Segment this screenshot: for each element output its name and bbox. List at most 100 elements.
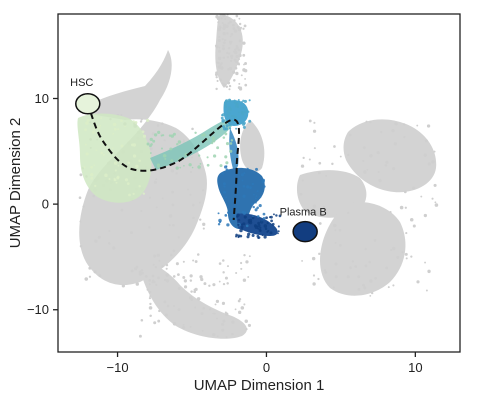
background-cell-dot bbox=[153, 321, 157, 325]
background-cell-dot bbox=[173, 305, 176, 308]
background-cell-dot bbox=[212, 333, 216, 337]
background-cell-dot bbox=[218, 35, 221, 38]
background-cell-dot bbox=[228, 84, 232, 88]
background-cell-dot bbox=[313, 147, 316, 150]
background-cell-dot bbox=[361, 283, 365, 287]
background-cell-dot bbox=[79, 220, 82, 223]
background-cell-dot bbox=[138, 334, 142, 338]
background-cell-dot bbox=[171, 190, 175, 194]
background-cell-dot bbox=[224, 18, 227, 20]
background-cell-dot bbox=[148, 306, 153, 310]
background-cell-dot bbox=[424, 139, 428, 143]
trajectory-cell-dot bbox=[138, 159, 141, 163]
trajectory-cell-dot bbox=[230, 216, 233, 220]
background-cell-dot bbox=[240, 261, 243, 265]
background-cell-dot bbox=[222, 41, 226, 45]
background-cell-dot bbox=[151, 274, 155, 278]
background-cell-dot bbox=[218, 46, 221, 49]
trajectory-cell-dot bbox=[223, 185, 226, 188]
trajectory-cell-dot bbox=[246, 235, 250, 239]
trajectory-cell-dot bbox=[252, 205, 255, 209]
background-cell-dot bbox=[226, 282, 229, 285]
background-cell-dot bbox=[190, 297, 194, 301]
background-cell-dot bbox=[362, 159, 365, 163]
background-cell-dot bbox=[165, 263, 169, 267]
trajectory-cell-dot bbox=[108, 177, 111, 181]
background-cell-dot bbox=[302, 156, 305, 159]
trajectory-cell-dot bbox=[240, 100, 243, 103]
trajectory-cell-dot bbox=[150, 143, 153, 146]
trajectory-cell-dot bbox=[157, 165, 160, 169]
background-cell-dot bbox=[225, 336, 228, 339]
background-cell-dot bbox=[234, 308, 237, 311]
background-cell-dot bbox=[194, 260, 198, 263]
trajectory-cell-dot bbox=[132, 154, 137, 158]
trajectory-cell-dot bbox=[272, 213, 275, 216]
trajectory-cell-dot bbox=[128, 193, 131, 197]
background-cell-dot bbox=[202, 306, 205, 310]
trajectory-cell-dot bbox=[277, 230, 280, 233]
background-cell-dot bbox=[202, 222, 206, 226]
background-cell-dot bbox=[238, 63, 241, 66]
background-cell-dot bbox=[312, 129, 317, 133]
trajectory-cell-dot bbox=[251, 202, 254, 206]
background-cell-dot bbox=[226, 51, 229, 54]
background-cell-dot bbox=[182, 276, 186, 279]
background-cell-dot bbox=[202, 227, 205, 230]
background-cell-dot bbox=[156, 124, 160, 127]
background-cell-dot bbox=[247, 323, 252, 327]
background-cell-dot bbox=[201, 329, 204, 332]
trajectory-cell-dot bbox=[212, 154, 217, 158]
background-cell-dot bbox=[362, 146, 366, 150]
trajectory-cell-dot bbox=[126, 182, 130, 186]
background-cell-dot bbox=[177, 287, 181, 291]
background-cell-dot bbox=[347, 211, 350, 214]
background-cell-dot bbox=[222, 83, 227, 87]
background-cell-dot bbox=[371, 291, 374, 295]
background-cell-dot bbox=[120, 208, 124, 212]
background-cell-cloud-right bbox=[320, 202, 406, 296]
background-cell-dot bbox=[232, 71, 235, 74]
background-cell-dot bbox=[221, 82, 224, 85]
trajectory-cell-dot bbox=[263, 235, 267, 239]
background-cell-dot bbox=[78, 196, 82, 200]
background-cell-dot bbox=[222, 56, 225, 59]
background-cell-dot bbox=[221, 328, 225, 332]
trajectory-cell-dot bbox=[275, 214, 278, 217]
background-cell-dot bbox=[242, 278, 247, 282]
trajectory-cell-dot bbox=[172, 132, 176, 136]
background-cell-dot bbox=[420, 195, 423, 198]
background-cell-dot bbox=[238, 39, 242, 43]
background-cell-dot bbox=[243, 24, 247, 28]
background-cell-dot bbox=[151, 279, 155, 283]
background-cell-dot bbox=[366, 168, 369, 171]
trajectory-cell-dot bbox=[170, 134, 175, 138]
background-cell-dot bbox=[217, 49, 221, 53]
trajectory-cell-dot bbox=[266, 222, 269, 225]
background-cell-dot bbox=[405, 257, 408, 260]
trajectory-cell-dot bbox=[232, 115, 236, 118]
trajectory-cell-dot bbox=[254, 208, 258, 212]
background-cell-dot bbox=[433, 183, 437, 187]
trajectory-cell-dot bbox=[149, 152, 152, 154]
background-cell-dot bbox=[416, 280, 420, 284]
background-cell-dot bbox=[157, 319, 161, 323]
trajectory-cell-dot bbox=[243, 99, 247, 103]
background-cell-dot bbox=[369, 294, 372, 297]
background-cell-dot bbox=[308, 119, 312, 123]
background-cell-dot bbox=[161, 265, 164, 268]
background-cell-dot bbox=[146, 288, 149, 291]
background-cell-dot bbox=[93, 270, 97, 274]
trajectory-cell-dot bbox=[194, 131, 197, 134]
background-cell-dot bbox=[235, 60, 239, 64]
background-cell-dot bbox=[88, 275, 92, 278]
background-cell-dot bbox=[168, 214, 173, 218]
background-cell-dot bbox=[217, 65, 221, 69]
background-cell-dot bbox=[404, 252, 408, 256]
trajectory-cell-dot bbox=[221, 172, 225, 175]
background-cell-dot bbox=[140, 268, 144, 272]
background-cell-dot bbox=[416, 124, 419, 127]
background-cell-dot bbox=[189, 193, 192, 196]
background-cell-dot bbox=[227, 81, 231, 85]
annotation-hsc: HSC bbox=[70, 77, 101, 115]
